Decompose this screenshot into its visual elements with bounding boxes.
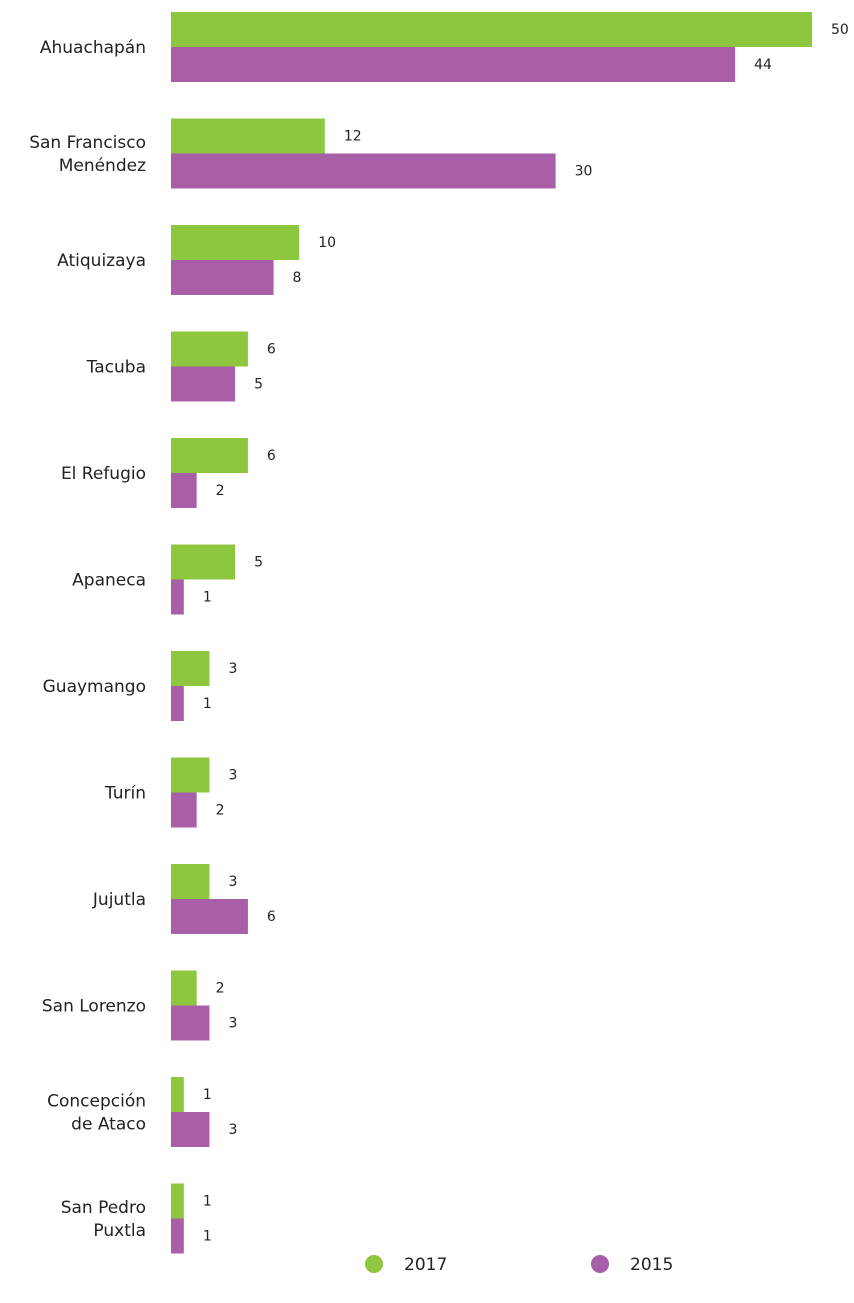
bar-2015: [171, 153, 556, 189]
category-labels: Ahuachapán San Francisco Menéndez Atiquizay…: [29, 38, 146, 1241]
bar-2017: [171, 757, 210, 793]
bar-2015: [171, 1005, 210, 1041]
bar-2017: [171, 12, 812, 47]
bar-2015: [171, 1112, 210, 1147]
value-label-2015: 44: [754, 57, 772, 73]
legend-swatch-2015: [591, 1255, 609, 1273]
category-label: San Lorenzo: [42, 997, 146, 1017]
legend-label-2015: 2015: [630, 1255, 673, 1275]
bar-2015: [171, 47, 736, 82]
category-label: Concepción: [47, 1092, 146, 1112]
value-label-2015: 3: [228, 1122, 237, 1138]
category-label: de Ataco: [71, 1115, 146, 1135]
value-label-2015: 3: [228, 1016, 237, 1032]
bar-2015: [171, 579, 184, 615]
value-label-2017: 3: [228, 768, 237, 784]
bar-2017: [171, 1183, 184, 1219]
bar-2015: [171, 792, 197, 828]
value-label-2015: 2: [216, 483, 225, 499]
category-label: Turín: [104, 784, 146, 804]
value-label-2017: 1: [203, 1194, 212, 1210]
bar-2017: [171, 331, 248, 367]
category-label: Menéndez: [59, 156, 146, 176]
value-label-2015: 8: [293, 270, 302, 286]
bar-2017: [171, 651, 210, 686]
legend-label-2017: 2017: [404, 1255, 447, 1275]
bars: [171, 12, 812, 1254]
value-label-2017: 3: [228, 874, 237, 890]
category-label: El Refugio: [61, 464, 146, 484]
value-label-2015: 1: [203, 590, 212, 606]
value-label-2017: 5: [254, 555, 263, 571]
legend: 2017 2015: [365, 1255, 673, 1275]
bar-2015: [171, 366, 236, 402]
bar-2017: [171, 118, 325, 154]
bar-2015: [171, 899, 248, 934]
value-label-2017: 50: [831, 22, 849, 38]
bar-2015: [171, 260, 274, 295]
bar-2017: [171, 225, 300, 260]
category-label: Puxtla: [93, 1221, 146, 1241]
value-label-2015: 2: [216, 803, 225, 819]
bar-2017: [171, 1077, 184, 1112]
value-label-2017: 6: [267, 342, 276, 358]
category-label: Tacuba: [86, 358, 146, 378]
category-label: San Pedro: [61, 1198, 146, 1218]
category-label: Apaneca: [72, 571, 146, 591]
bar-2015: [171, 1218, 184, 1254]
category-label: Guaymango: [43, 677, 146, 697]
value-label-2015: 6: [267, 909, 276, 925]
category-label: Jujutla: [92, 890, 146, 910]
value-labels: 50 44 12 30 10 8 6 5 6 2 5 1 3 1 3 2 3 6 2 3 1 3 1 1: [203, 22, 849, 1245]
bar-2017: [171, 970, 197, 1006]
value-label-2017: 10: [318, 235, 336, 251]
category-label: Atiquizaya: [57, 251, 146, 271]
bar-2017: [171, 438, 248, 473]
value-label-2015: 5: [254, 377, 263, 393]
category-label: Ahuachapán: [40, 38, 146, 58]
value-label-2017: 2: [216, 981, 225, 997]
value-label-2015: 1: [203, 696, 212, 712]
category-label: San Francisco: [29, 133, 146, 153]
value-label-2017: 1: [203, 1087, 212, 1103]
bar-2015: [171, 686, 184, 721]
value-label-2017: 12: [344, 129, 362, 145]
value-label-2017: 6: [267, 448, 276, 464]
bar-2017: [171, 864, 210, 899]
bar-2017: [171, 544, 236, 580]
value-label-2015: 30: [575, 164, 593, 180]
value-label-2015: 1: [203, 1229, 212, 1245]
legend-swatch-2017: [365, 1255, 383, 1273]
bar-2015: [171, 473, 197, 508]
value-label-2017: 3: [228, 661, 237, 677]
